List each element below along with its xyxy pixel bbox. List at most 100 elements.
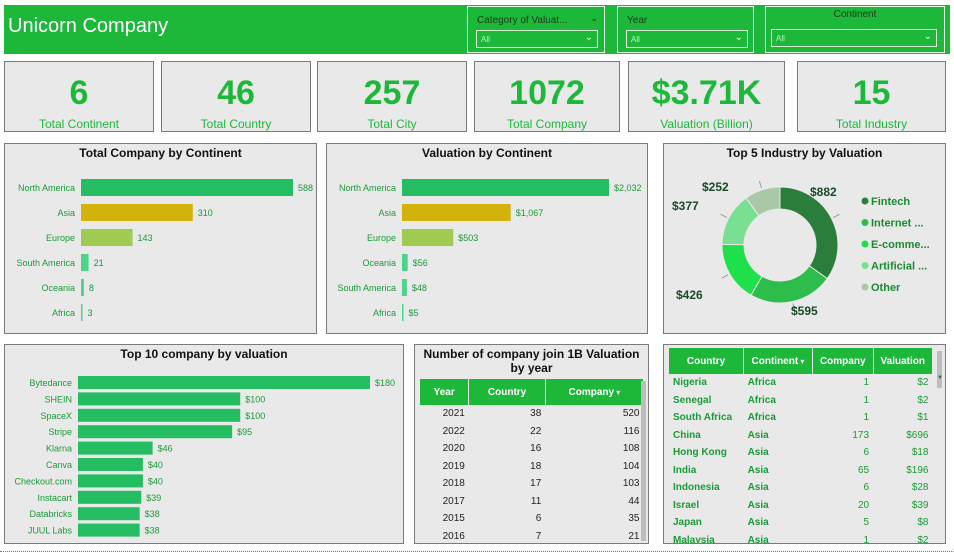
bar-asia[interactable] [81,204,193,221]
table-row[interactable]: Malaysia Asia 1 $2 [669,532,933,543]
bar-checkout-com[interactable] [78,474,143,488]
table-row[interactable]: 2018 17 103 [420,475,644,493]
bar-south-america[interactable] [402,279,407,296]
donut-slice-other[interactable] [745,186,781,217]
bar-value-label: $95 [237,427,252,437]
table-row[interactable]: Senegal Africa 1 $2 [669,392,933,410]
top5-industry-svg: $882 $595 $426 $377$252 Fintech Internet ... E… [672,180,930,318]
table-cell: 17 [530,478,542,490]
chevron-down-icon[interactable]: ⌄ [584,32,593,43]
table-row[interactable]: 2017 11 44 [420,493,644,511]
page-divider [0,551,954,552]
table-row[interactable]: 2020 16 108 [420,440,644,458]
kpi-valuation: $3.71K Valuation (Billion) [628,61,785,132]
bar-europe[interactable] [402,229,454,246]
bar-south-america[interactable] [81,254,89,271]
table-cell: 104 [622,460,640,472]
kpi-total-industry: 15 Total Industry [797,61,946,132]
slicer-category-select[interactable]: All ⌄ [476,30,598,48]
bar-north-america[interactable] [81,179,293,196]
bar-asia[interactable] [402,204,511,221]
table-row[interactable]: Israel Asia 20 $39 [669,497,933,515]
column-header-country[interactable]: Country [669,348,745,374]
table-row[interactable]: Hong Kong Asia 6 $18 [669,444,933,462]
bar-stripe[interactable] [78,425,233,439]
bar-juul-labs[interactable] [78,523,140,537]
slicer-year-select[interactable]: All ⌄ [626,30,748,48]
bar-europe[interactable] [81,229,133,246]
scroll-down-arrow-icon[interactable]: ▼ [937,375,943,381]
table-cell: Senegal [673,394,712,406]
bar-category-label: SHEIN [44,394,72,404]
table-row[interactable]: Nigeria Africa 1 $2 [669,374,933,392]
leader-line [720,213,727,218]
table-row[interactable]: South Africa Africa 1 $1 [669,409,933,427]
bar-value-label: $100 [245,394,265,404]
legend-label[interactable]: Artificial ... [871,261,927,273]
table-row[interactable]: 2016 7 21 [420,528,644,544]
bar-spacex[interactable] [78,408,241,422]
bar-value-label: $1,067 [516,208,544,218]
slicer-year-value: All [631,35,640,44]
chevron-down-icon[interactable]: ⌄ [734,32,743,43]
table-cell: 2017 [442,495,465,507]
column-header-valuation[interactable]: Valuation [873,348,934,374]
table-row[interactable]: Indonesia Asia 6 $28 [669,479,933,497]
header-bar: Unicorn Company Category of Valuat... ⌄ … [4,5,950,54]
legend-label[interactable]: E-comme... [871,239,930,251]
column-header-company[interactable]: Company [812,348,874,374]
bar-oceania[interactable] [81,279,84,296]
bar-databricks[interactable] [78,507,140,521]
donut-slice-internet[interactable] [750,265,828,304]
table-row[interactable]: Japan Asia 5 $8 [669,514,933,532]
bar-value-label: $56 [413,258,428,268]
table-row[interactable]: 2019 18 104 [420,458,644,476]
table-row[interactable]: 2015 6 35 [420,510,644,528]
bar-shein[interactable] [78,392,241,406]
bar-oceania[interactable] [402,254,408,271]
slicer-continent-select[interactable]: All ⌄ [771,29,937,47]
kpi-label: Total Country [200,117,272,131]
table-cell: 16 [530,443,542,455]
column-header-year[interactable]: Year [420,379,470,405]
column-header-country[interactable]: Country [468,379,546,405]
kpi-value: 257 [363,74,421,112]
table-row[interactable]: 2022 22 116 [420,423,644,441]
bar-bytedance[interactable] [78,376,370,389]
table-row[interactable]: China Asia 173 $696 [669,427,933,445]
year-table: Year Country Company ▾ 2021 38 520 2022 22 116 20… [420,379,645,544]
table-cell: Israel [673,499,700,511]
table-cell: Nigeria [673,377,707,389]
legend-label[interactable]: Other [871,282,901,294]
bar-canva[interactable] [78,458,143,471]
bar-instacart[interactable] [78,490,142,504]
scrollbar[interactable] [937,351,942,388]
bar-klarna[interactable] [78,441,153,455]
bar-north-america[interactable] [402,179,609,196]
table-cell: 5 [863,517,870,529]
bar-category-label: Europe [367,233,396,243]
sort-arrow-icon[interactable]: ▾ [798,356,805,366]
column-header-company[interactable]: Company ▾ [545,379,645,405]
bar-africa[interactable] [81,304,83,321]
legend-marker [861,262,869,269]
table-row[interactable]: 2021 38 520 [420,405,644,423]
legend-label[interactable]: Fintech [871,196,910,208]
table-cell: 20 [857,499,870,511]
bar-category-label: Asia [57,208,75,218]
donut-slice-fintech[interactable] [779,186,839,280]
chevron-down-icon[interactable]: ⌄ [590,13,598,23]
table-row[interactable]: India Asia 65 $196 [669,462,933,480]
legend-label[interactable]: Internet ... [871,218,924,230]
slicer-category[interactable]: Category of Valuat... ⌄ All ⌄ [467,6,605,53]
chevron-down-icon[interactable]: ⌄ [923,31,932,42]
table-cell: $1 [917,412,929,424]
slicer-continent[interactable]: Continent All ⌄ [765,6,945,53]
sort-arrow-icon[interactable]: ▾ [614,387,621,397]
bar-africa[interactable] [402,304,404,321]
scrollbar[interactable] [641,381,646,541]
column-header-continent[interactable]: Continent ▾ [743,348,813,374]
bar-category-label: Stripe [48,427,72,437]
chart-top5-industry: Top 5 Industry by Valuation $882 $595 $426… [663,143,946,334]
slicer-year[interactable]: Year All ⌄ [617,6,754,53]
